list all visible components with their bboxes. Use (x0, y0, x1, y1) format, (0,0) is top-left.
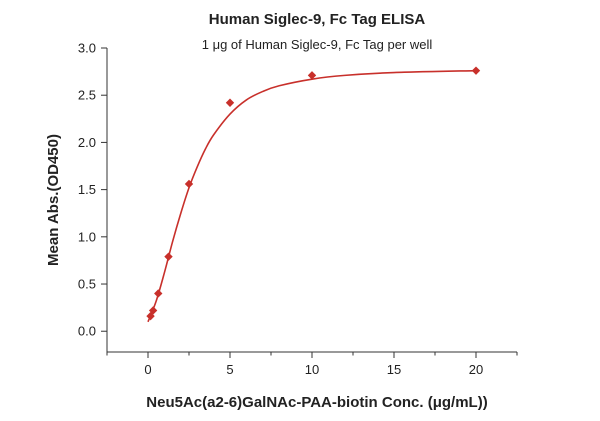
y-tick-label: 1.0 (78, 229, 96, 244)
x-tick-label: 0 (144, 362, 151, 377)
chart-subtitle: 1 μg of Human Siglec-9, Fc Tag per well (202, 37, 433, 52)
data-point (148, 306, 158, 315)
y-axis-label: Mean Abs.(OD450) (45, 134, 62, 266)
x-tick-label: 20 (469, 362, 483, 377)
chart-title: Human Siglec-9, Fc Tag ELISA (209, 11, 426, 28)
x-tick-label: 5 (226, 362, 233, 377)
fit-curve (147, 69, 477, 323)
data-point (225, 98, 235, 107)
x-tick-label: 15 (387, 362, 401, 377)
data-point (307, 71, 317, 80)
y-tick-label: 0.0 (78, 324, 96, 339)
y-tick-label: 3.0 (78, 41, 96, 56)
data-point (154, 289, 163, 298)
axes (106, 48, 517, 353)
x-tick-label: 10 (305, 362, 319, 377)
data-point (184, 179, 194, 189)
y-tick-label: 0.5 (78, 277, 96, 292)
data-point (471, 66, 481, 75)
x-axis-label: Neu5Ac(a2-6)GalNAc-PAA-biotin Conc. (μg/… (146, 394, 487, 411)
y-tick-label: 2.5 (78, 88, 96, 103)
data-points (146, 66, 481, 321)
y-tick-label: 2.0 (78, 135, 96, 150)
x-ticks: 0 5 10 15 20 (106, 352, 518, 377)
y-tick-label: 1.5 (78, 182, 96, 197)
data-point (164, 252, 173, 261)
y-ticks: 0.0 0.5 1.0 1.5 2.0 2.5 3.0 (78, 41, 107, 339)
